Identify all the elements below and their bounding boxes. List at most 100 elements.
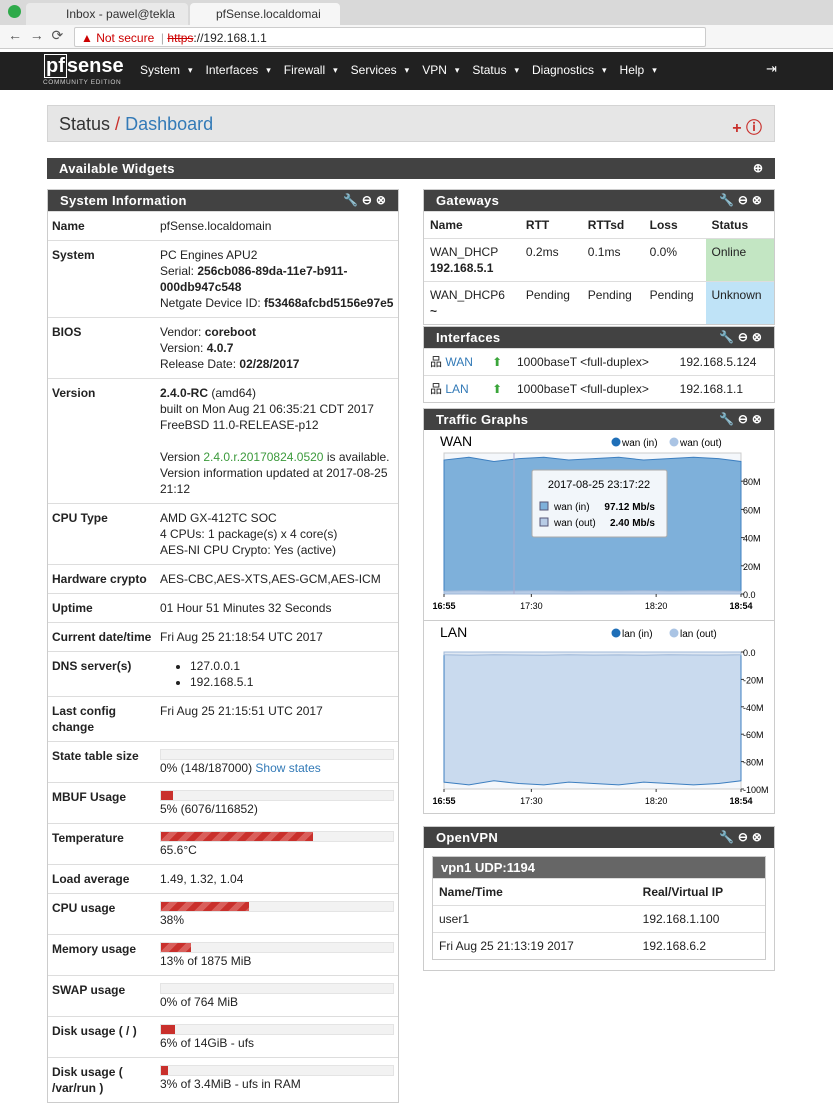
panel-icons[interactable]: 🔧⊖⊗ xyxy=(718,412,766,426)
nav-buttons[interactable]: ← → ⟳ xyxy=(8,27,64,43)
row-label: Version xyxy=(48,378,156,504)
net-icon: 品 xyxy=(430,382,446,396)
progress-bar xyxy=(161,832,314,841)
row-value: Fri Aug 25 21:18:54 UTC 2017 xyxy=(156,622,398,652)
tooltip-value: 97.12 Mb/s xyxy=(604,502,655,513)
text: is available. xyxy=(323,450,390,464)
dns-server: 127.0.0.1 xyxy=(190,658,394,674)
logout-icon[interactable]: ⇥ xyxy=(766,61,777,76)
menu-item[interactable]: Services xyxy=(350,63,397,77)
add-icon[interactable]: ⊕ xyxy=(752,161,767,175)
name: WAN_DHCP6 xyxy=(430,288,505,302)
menu-item[interactable]: Help xyxy=(619,63,645,77)
ip: 192.168.5.124 xyxy=(673,348,774,376)
progress-label: 0% (148/187000) Show states xyxy=(160,760,394,776)
info-row: BIOS Vendor: coreboot Version: 4.0.7 Releas… xyxy=(48,317,398,379)
panel-icons[interactable]: 🔧⊖⊗ xyxy=(718,330,766,344)
action-icons[interactable]: + ⓘ xyxy=(732,120,762,137)
menu-item[interactable]: VPN xyxy=(422,63,447,77)
column-header: Real/Virtual IP xyxy=(636,878,765,906)
row-value: AES-CBC,AES-XTS,AES-GCM,AES-ICM xyxy=(156,564,398,594)
area xyxy=(443,590,742,595)
value-line: PC Engines APU2 xyxy=(160,247,394,263)
value-line: 21:12 xyxy=(160,481,394,497)
menu-item[interactable]: Interfaces xyxy=(205,63,259,77)
widgets-header: Available Widgets ⊕ xyxy=(47,158,775,179)
text: (amd64) xyxy=(208,386,257,400)
breadcrumb-parent[interactable]: Status xyxy=(59,114,111,134)
text: Netgate Device ID: xyxy=(160,296,265,310)
progress-label: 13% of 1875 MiB xyxy=(160,953,394,969)
gateways-table: Name RTT RTTsd Loss Status WAN_DHCP 192.168.5.… xyxy=(424,211,774,324)
panel-icons[interactable]: 🔧⊖⊗ xyxy=(718,193,766,207)
tab[interactable]: pfSense.localdomai xyxy=(190,3,340,25)
y-tick-label: -80M xyxy=(743,758,764,768)
breadcrumb: Status / Dashboard + ⓘ xyxy=(47,105,775,142)
x-tick-label: 18:20 xyxy=(645,601,668,611)
vpn-row: Fri Aug 25 21:13:19 2017 192.168.6.2 xyxy=(433,932,765,959)
vpn-server-title: vpn1 UDP:1194 xyxy=(433,857,765,878)
widgets-bar: Available Widgets ⊕ xyxy=(47,158,775,179)
vpn-table: Name/Time Real/Virtual IP user1 192.168.1.1… xyxy=(433,878,765,959)
row-label: Name xyxy=(48,211,156,241)
gateway-row: WAN_DHCP 192.168.5.1 0.2ms 0.1ms 0.0% Online xyxy=(424,238,774,282)
menu-item[interactable]: System xyxy=(140,63,181,77)
progress-text: 6% of 14GiB - ufs xyxy=(160,1036,255,1050)
vpn-server: vpn1 UDP:1194 Name/Time Real/Virtual IP us… xyxy=(432,856,766,960)
text: Fri Aug 25 21:15:51 UTC 2017 xyxy=(160,704,323,718)
progress-bar xyxy=(161,1066,168,1075)
ip: 192.168.1.1 xyxy=(673,375,774,402)
menu-item[interactable]: Status xyxy=(472,63,507,77)
x-tick-label: 18:54 xyxy=(729,601,752,611)
gateway-name: WAN_DHCP 192.168.5.1 xyxy=(424,238,520,282)
value-line: 000db947c548 xyxy=(160,279,394,295)
x-tick-label: 17:30 xyxy=(520,796,543,806)
y-tick-label: 0.0 xyxy=(743,648,756,658)
menu-item[interactable]: Diagnostics xyxy=(531,63,595,77)
row-label: MBUF Usage xyxy=(48,782,156,824)
menu-item[interactable]: Firewall xyxy=(283,63,326,77)
y-tick-label: 60M xyxy=(743,505,761,515)
value-line: Netgate Device ID: f53468afcbd5156e97e5 xyxy=(160,295,394,311)
value-line: Version information updated at 2017-08-2… xyxy=(160,465,394,481)
info-row: CPU usage 38% xyxy=(48,893,398,935)
page: Inbox - pawel@tekla pfSense.localdomai ←… xyxy=(0,0,833,1023)
row-value: 38% xyxy=(156,893,398,935)
value-line: 1.49, 1.32, 1.04 xyxy=(160,871,394,887)
panel-icons[interactable]: 🔧⊖⊗ xyxy=(342,193,390,207)
panel-header: Interfaces 🔧⊖⊗ xyxy=(424,327,774,348)
edition: COMMUNITY EDITION xyxy=(43,79,122,86)
text: Fri Aug 25 21:18:54 UTC 2017 xyxy=(160,630,323,644)
tab[interactable]: Inbox - pawel@tekla xyxy=(26,3,188,25)
caret: ▾ xyxy=(602,65,607,75)
value-line: Version: 4.0.7 xyxy=(160,340,394,356)
caret: ▾ xyxy=(188,65,193,75)
interface-name: 品 WAN xyxy=(424,348,487,376)
info-row: SWAP usage 0% of 764 MiB xyxy=(48,975,398,1017)
link[interactable]: WAN xyxy=(445,355,473,369)
bold-text: f53468afcbd5156e97e5 xyxy=(264,296,394,310)
logo[interactable]: pf sense xyxy=(44,54,124,78)
tooltip-swatch xyxy=(539,501,549,511)
loss: Pending xyxy=(643,281,706,324)
row-label: Memory usage xyxy=(48,934,156,976)
progress-bar xyxy=(161,943,192,952)
row-label: Load average xyxy=(48,864,156,894)
rttsd: 0.1ms xyxy=(581,238,644,282)
cell: 192.168.6.2 xyxy=(636,932,765,959)
tab-strip: Inbox - pawel@tekla pfSense.localdomai xyxy=(0,0,833,25)
url-box[interactable]: ▲ Not secure | https://192.168.1.1 xyxy=(74,27,706,47)
info-row: Temperature 65.6°C xyxy=(48,823,398,865)
x-tick-label: 17:30 xyxy=(520,601,543,611)
row-value: pfSense.localdomain xyxy=(156,211,398,241)
link[interactable]: 2.4.0.r.20170824.0520 xyxy=(203,450,324,464)
value-line: Release Date: 02/28/2017 xyxy=(160,356,394,372)
info-row: Name pfSense.localdomain xyxy=(48,211,398,241)
link[interactable]: LAN xyxy=(445,382,469,396)
panel-title: Gateways xyxy=(436,193,500,208)
link[interactable]: Show states xyxy=(255,761,321,775)
panel-header: Traffic Graphs 🔧⊖⊗ xyxy=(424,409,774,430)
panel-icons[interactable]: 🔧⊖⊗ xyxy=(718,830,766,844)
column-header: Loss xyxy=(643,211,706,239)
text: PC Engines APU2 xyxy=(160,248,258,262)
